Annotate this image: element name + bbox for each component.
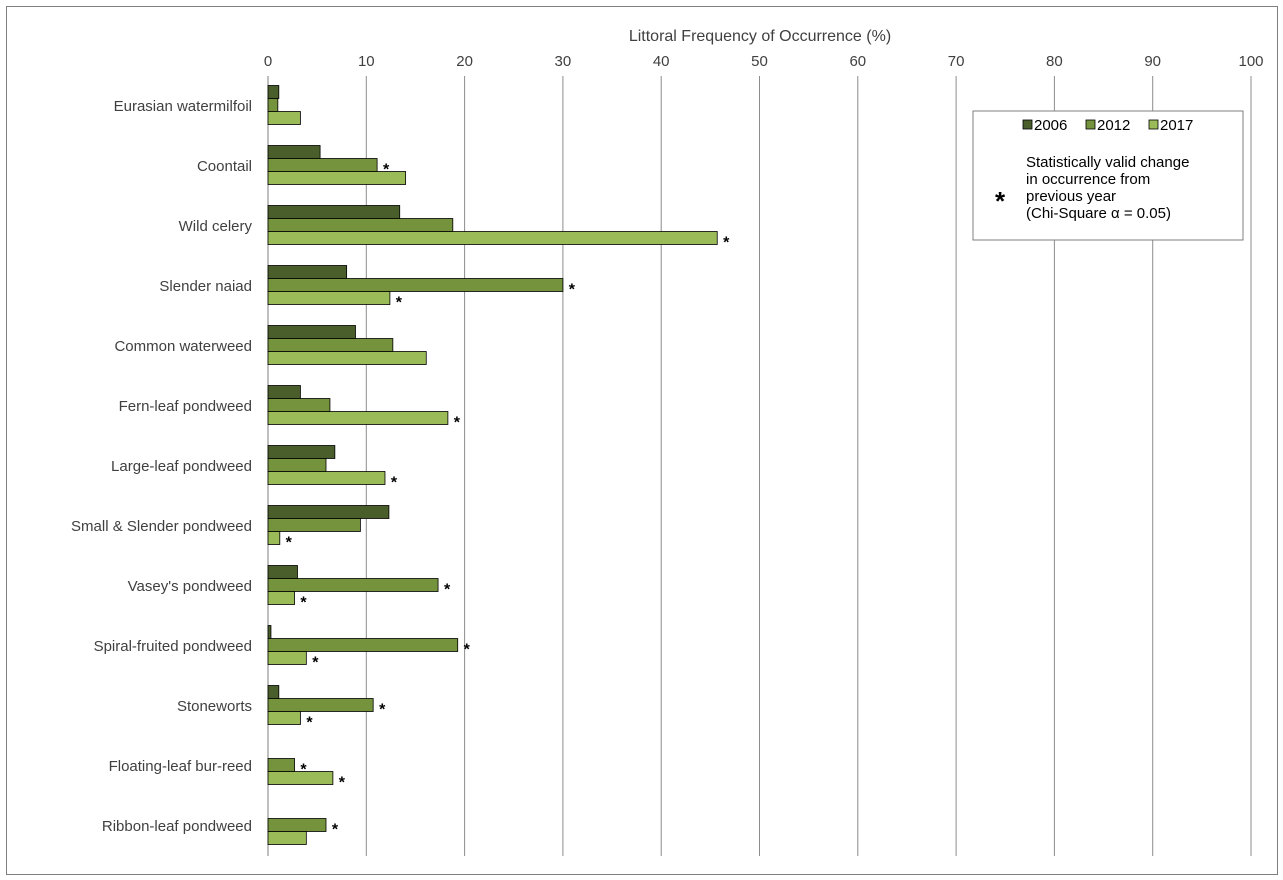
bar-2006	[267, 85, 280, 99]
bar-2012	[267, 278, 564, 292]
bar-2017	[267, 771, 334, 785]
bar-2012	[267, 338, 394, 352]
bar-2017	[267, 111, 301, 125]
bar-2006	[267, 505, 390, 519]
bar-2017	[267, 471, 386, 485]
significance-marker: *	[339, 775, 346, 792]
significance-marker: *	[300, 762, 307, 779]
bar-2017	[267, 651, 307, 665]
significance-marker: *	[444, 582, 451, 599]
category-label: Large-leaf pondweed	[111, 458, 252, 475]
legend-swatch-2006	[1022, 119, 1033, 130]
category-label: Small & Slender pondweed	[71, 518, 252, 535]
significance-marker: *	[300, 595, 307, 612]
x-tick-label: 80	[1046, 53, 1063, 70]
bar-2012	[267, 98, 279, 112]
significance-marker: *	[454, 415, 461, 432]
x-tick-label: 90	[1144, 53, 1161, 70]
x-tick-label: 10	[358, 53, 375, 70]
bars: * * * * * * * * * * * * * * * *	[267, 85, 730, 845]
bar-2017	[267, 831, 307, 845]
bar-2012	[267, 518, 361, 532]
legend-series: 2006 2012 2017	[1022, 117, 1193, 134]
bar-2006	[267, 685, 280, 699]
bar-2012	[267, 398, 331, 412]
bar-2017	[267, 291, 391, 305]
bar-2006	[267, 265, 348, 279]
legend-note-line: Statistically valid change	[1026, 154, 1189, 171]
category-label: Common waterweed	[114, 338, 252, 355]
category-label: Floating-leaf bur-reed	[109, 758, 252, 775]
x-tick-label: 40	[653, 53, 670, 70]
bar-2012	[267, 218, 454, 232]
significance-marker: *	[379, 702, 386, 719]
bar-2017	[267, 231, 718, 245]
category-label: Ribbon-leaf pondweed	[102, 818, 252, 835]
legend-label-2006: 2006	[1034, 117, 1067, 134]
category-label: Vasey's pondweed	[128, 578, 252, 595]
x-tick-label: 70	[948, 53, 965, 70]
bar-2012	[267, 458, 327, 472]
significance-marker: *	[312, 655, 319, 672]
bar-2017	[267, 711, 301, 725]
bar-2017	[267, 411, 449, 425]
legend-box	[972, 110, 1244, 241]
x-tick-labels: 0 10 20 30 40 50 60 70 80 90 100	[264, 53, 1264, 70]
bar-2006	[267, 445, 336, 459]
category-label: Stoneworts	[177, 698, 252, 715]
bar-2017	[267, 351, 427, 365]
legend-significance-marker: *	[995, 186, 1006, 216]
bar-2006	[267, 205, 401, 219]
bar-2006	[267, 325, 356, 339]
bar-2012	[267, 578, 439, 592]
bar-2012	[267, 818, 327, 832]
legend-note-line: in occurrence from	[1026, 171, 1150, 188]
category-label: Fern-leaf pondweed	[119, 398, 252, 415]
bar-2017	[267, 171, 407, 185]
x-tick-label: 100	[1238, 53, 1263, 70]
significance-marker: *	[391, 475, 398, 492]
bar-2006	[267, 145, 321, 159]
x-tick-label: 60	[849, 53, 866, 70]
legend-label-2012: 2012	[1097, 117, 1130, 134]
category-label: Eurasian watermilfoil	[114, 98, 252, 115]
bar-2012	[267, 638, 459, 652]
bar-2006	[267, 625, 272, 639]
legend: 2006 2012 2017 * Statistically valid chang…	[972, 110, 1244, 241]
significance-marker: *	[569, 282, 576, 299]
bar-2012	[267, 758, 295, 772]
bar-2006	[267, 565, 298, 579]
legend-swatch-2017	[1148, 119, 1159, 130]
significance-marker: *	[332, 822, 339, 839]
bar-2012	[267, 158, 378, 172]
legend-swatch-2012	[1085, 119, 1096, 130]
bar-2017	[267, 531, 281, 545]
category-label: Wild celery	[179, 218, 253, 235]
significance-marker: *	[286, 535, 293, 552]
x-axis-title: Littoral Frequency of Occurrence (%)	[629, 28, 891, 45]
legend-note-line: (Chi-Square α = 0.05)	[1026, 205, 1171, 222]
x-tick-label: 50	[751, 53, 768, 70]
significance-marker: *	[464, 642, 471, 659]
significance-marker: *	[306, 715, 313, 732]
bar-2006	[267, 385, 301, 399]
x-tick-label: 20	[456, 53, 473, 70]
x-tick-label: 30	[555, 53, 572, 70]
category-labels: Eurasian watermilfoil Coontail Wild celery…	[71, 98, 252, 835]
significance-marker: *	[383, 162, 390, 179]
bar-2017	[267, 591, 295, 605]
legend-label-2017: 2017	[1160, 117, 1193, 134]
significance-marker: *	[723, 235, 730, 252]
significance-marker: *	[396, 295, 403, 312]
category-label: Coontail	[197, 158, 252, 175]
legend-note-line: previous year	[1026, 188, 1116, 205]
category-label: Slender naiad	[159, 278, 252, 295]
category-label: Spiral-fruited pondweed	[94, 638, 252, 655]
bar-2012	[267, 698, 374, 712]
x-tick-label: 0	[264, 53, 272, 70]
